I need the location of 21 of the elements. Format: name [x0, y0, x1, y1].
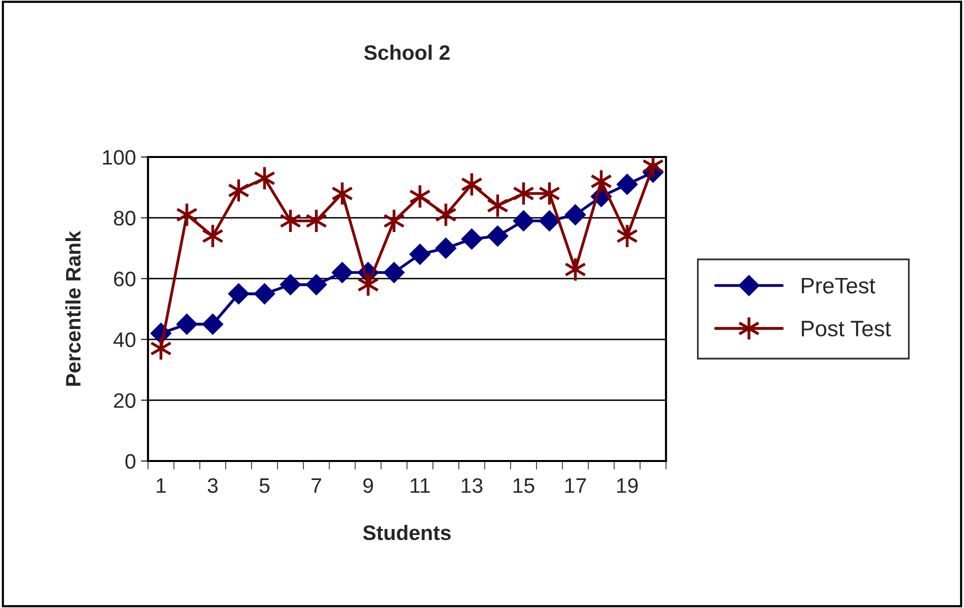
x-tick-label: 9: [363, 478, 373, 493]
x-tick-label: 13: [462, 478, 482, 493]
y-tick-label: 40: [114, 332, 136, 348]
x-tick-label: 3: [208, 478, 218, 493]
y-axis-title: Percentile Rank: [65, 230, 81, 386]
x-tick-label: 15: [514, 478, 534, 493]
x-axis-title: Students: [363, 524, 451, 540]
chart-title: School 2: [364, 44, 450, 60]
y-tick-label: 0: [125, 454, 136, 469]
x-tick-label: 1: [156, 478, 166, 493]
y-tick-label: 80: [114, 210, 136, 226]
legend-label: Post Test: [802, 320, 891, 336]
y-tick-label: 100: [103, 150, 136, 165]
legend-label: PreTest: [802, 278, 876, 294]
x-tick-label: 5: [260, 478, 270, 493]
x-tick-label: 7: [312, 478, 322, 493]
y-tick-label: 20: [114, 393, 136, 408]
x-tick-label: 19: [617, 478, 638, 493]
x-tick-label: 17: [565, 478, 586, 493]
x-tick-label: 11: [410, 478, 430, 493]
y-tick-label: 60: [114, 272, 136, 286]
